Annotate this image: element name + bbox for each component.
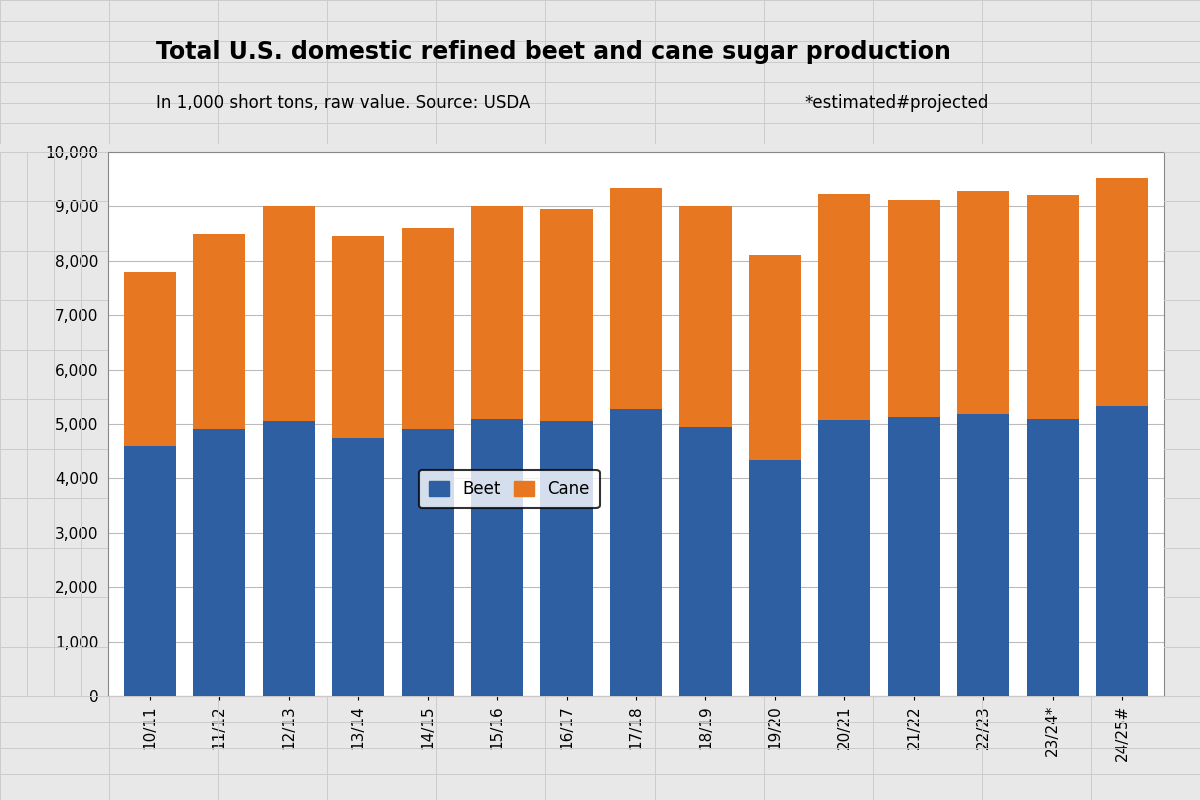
Bar xyxy=(124,272,175,446)
Bar xyxy=(1097,178,1148,406)
Bar xyxy=(610,409,662,696)
Bar xyxy=(888,201,940,417)
Legend: Beet, Cane: Beet, Cane xyxy=(419,470,600,508)
Bar xyxy=(1097,406,1148,696)
Bar xyxy=(540,209,593,422)
Bar xyxy=(958,414,1009,696)
Bar xyxy=(402,430,454,696)
Bar xyxy=(888,417,940,696)
Bar xyxy=(1027,195,1079,419)
Bar xyxy=(749,461,802,696)
Bar xyxy=(332,236,384,438)
Bar xyxy=(679,206,732,426)
Bar xyxy=(1027,419,1079,696)
Bar xyxy=(402,228,454,430)
Bar xyxy=(193,430,245,696)
Bar xyxy=(470,418,523,696)
Text: In 1,000 short tons, raw value. Source: USDA: In 1,000 short tons, raw value. Source: … xyxy=(156,94,530,111)
Bar xyxy=(749,255,802,461)
Bar xyxy=(818,194,870,420)
Bar xyxy=(540,422,593,696)
Bar xyxy=(818,420,870,696)
Bar xyxy=(470,206,523,418)
Bar xyxy=(332,438,384,696)
Bar xyxy=(263,422,314,696)
Bar xyxy=(610,189,662,409)
Bar xyxy=(263,206,314,422)
Text: Total U.S. domestic refined beet and cane sugar production: Total U.S. domestic refined beet and can… xyxy=(156,40,950,64)
Bar xyxy=(193,234,245,430)
Bar xyxy=(958,191,1009,414)
Text: *estimated#projected: *estimated#projected xyxy=(804,94,989,111)
Bar xyxy=(679,426,732,696)
Bar xyxy=(124,446,175,696)
